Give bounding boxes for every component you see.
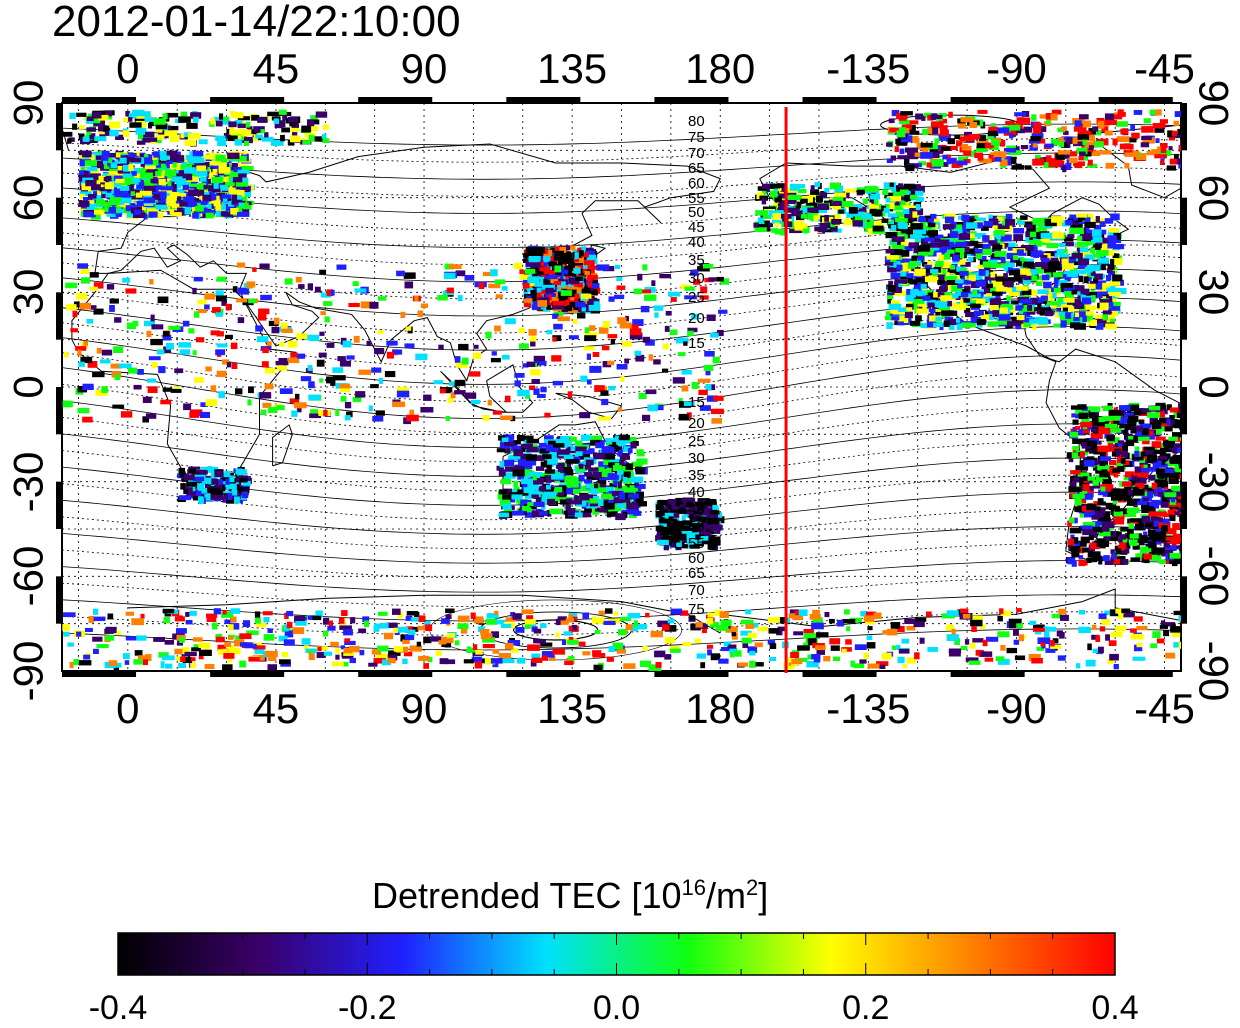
mlat-label-south: 20 [688, 415, 705, 432]
lat-tick-right: 30 [1190, 269, 1236, 316]
lon-tick-top: 45 [253, 46, 300, 92]
lon-tick-bottom: 135 [537, 686, 607, 732]
mlat-label-north: 35 [688, 252, 705, 269]
mlat-label-south: 25 [688, 433, 705, 450]
mlat-label-north: 15 [688, 335, 705, 352]
lon-tick-bottom: 90 [401, 686, 448, 732]
mlat-label-north: 30 [688, 270, 705, 287]
lat-tick-left: 60 [5, 174, 51, 221]
mlat-label-north: 75 [688, 129, 705, 146]
lon-tick-top: 135 [537, 46, 607, 92]
lat-tick-left: 90 [5, 80, 51, 127]
lat-tick-left: 30 [5, 269, 51, 316]
lon-tick-top: -90 [986, 46, 1047, 92]
lat-tick-right: -60 [1190, 546, 1236, 607]
lon-tick-top: -45 [1134, 46, 1195, 92]
mlat-label-north: 40 [688, 234, 705, 251]
colorbar-tick-label: 0.0 [593, 988, 640, 1028]
lon-tick-bottom: 0 [116, 686, 139, 732]
lat-tick-left: 0 [5, 375, 51, 398]
colorbar-tick-label: -0.4 [89, 988, 148, 1028]
lon-tick-bottom: -135 [826, 686, 910, 732]
lon-tick-top: 90 [401, 46, 448, 92]
mlat-label-south: 15 [688, 394, 705, 411]
lat-tick-right: 60 [1190, 174, 1236, 221]
lat-tick-left: -30 [5, 451, 51, 512]
lat-tick-left: -60 [5, 546, 51, 607]
lat-tick-right: -30 [1190, 451, 1236, 512]
mlat-label-north: 20 [688, 310, 705, 327]
mlat-label-south: 35 [688, 467, 705, 484]
lon-tick-bottom: 180 [685, 686, 755, 732]
lat-tick-left: -90 [5, 641, 51, 702]
lat-tick-right: 90 [1190, 80, 1236, 127]
mlat-label-south: 45 [688, 501, 705, 518]
lat-tick-right: 0 [1190, 375, 1236, 398]
colorbar-title: Detrended TEC [1016/m2] [372, 874, 768, 918]
lon-tick-bottom: -45 [1134, 686, 1195, 732]
mlat-label-north: 25 [688, 289, 705, 306]
lon-tick-top: -135 [826, 46, 910, 92]
lon-tick-top: 0 [116, 46, 139, 92]
colorbar-tick-label: -0.2 [338, 988, 397, 1028]
mlat-label-north: 80 [688, 113, 705, 130]
mlat-label-south: 70 [688, 582, 705, 599]
lat-tick-right: -90 [1190, 641, 1236, 702]
lon-tick-bottom: -90 [986, 686, 1047, 732]
mlat-label-south: 65 [688, 565, 705, 582]
colorbar-tick-label: 0.4 [1091, 988, 1138, 1028]
mlat-label-south: 75 [688, 601, 705, 618]
lon-tick-top: 180 [685, 46, 755, 92]
colorbar-tick-label: 0.2 [842, 988, 889, 1028]
mlat-label-south: 40 [688, 484, 705, 501]
lon-tick-bottom: 45 [253, 686, 300, 732]
mlat-label-south: 50 [688, 518, 705, 535]
mlat-label-south: 30 [688, 450, 705, 467]
